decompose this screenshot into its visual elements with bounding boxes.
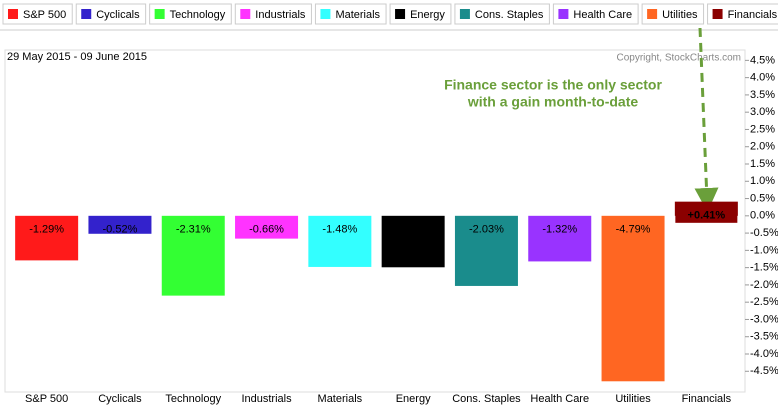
bar xyxy=(15,215,79,261)
x-tick-label: Financials xyxy=(682,393,732,405)
legend-item xyxy=(149,3,232,25)
x-tick-label: Cyclicals xyxy=(98,393,142,405)
value-label: -0.66% xyxy=(249,224,284,236)
legend-item xyxy=(707,3,778,25)
value-label: -2.31% xyxy=(176,224,211,236)
y-tick-label: 4.0% xyxy=(750,72,775,84)
annotation: with a gain month-to-date xyxy=(467,94,639,110)
legend-label: Cyclicals xyxy=(96,9,140,21)
legend-label: Health Care xyxy=(573,9,632,21)
x-tick-label: Utilities xyxy=(615,393,651,405)
y-tick-label: -4.5% xyxy=(750,365,778,377)
bar xyxy=(235,215,299,239)
annotation: Finance sector is the only sector xyxy=(444,77,662,93)
legend-swatch xyxy=(320,9,331,19)
legend-item xyxy=(234,3,312,25)
y-tick-label: -0.5% xyxy=(750,227,778,239)
legend-item xyxy=(2,3,73,25)
value-label: -1.48% xyxy=(322,224,357,236)
legend-swatch xyxy=(558,9,569,19)
value-label: +0.41% xyxy=(688,210,726,222)
y-tick-label: 0.5% xyxy=(750,192,775,204)
bar xyxy=(601,215,665,382)
legend-swatch xyxy=(81,9,92,19)
value-label: -2.03% xyxy=(469,224,504,236)
legend-label: Utilities xyxy=(662,9,698,21)
legend-label: Materials xyxy=(335,9,380,21)
bar xyxy=(381,215,445,268)
bar xyxy=(528,215,592,262)
x-tick-label: Industrials xyxy=(241,393,292,405)
legend-label: Cons. Staples xyxy=(475,9,544,21)
x-tick-label: Health Care xyxy=(530,393,589,405)
y-tick-label: 2.0% xyxy=(750,141,775,153)
y-tick-label: -3.5% xyxy=(750,331,778,343)
y-tick-label: -1.0% xyxy=(750,244,778,256)
y-tick-label: 4.5% xyxy=(750,54,775,66)
value-label: -0.52% xyxy=(103,224,138,236)
legend-item xyxy=(641,3,705,25)
value-label-box xyxy=(675,207,738,223)
y-tick-label: -4.0% xyxy=(750,348,778,360)
y-tick-label: 2.5% xyxy=(750,123,775,135)
x-tick-label: Technology xyxy=(165,393,221,405)
copyright: Copyright, StockCharts.com xyxy=(617,53,742,64)
legend-swatch xyxy=(647,9,658,19)
y-tick-label: 0.0% xyxy=(750,210,775,222)
annotation-arrow xyxy=(694,27,719,212)
legend-swatch xyxy=(8,9,18,19)
x-tick-label: Cons. Staples xyxy=(452,393,521,405)
legend-swatch xyxy=(240,9,251,19)
legend-label: Financials xyxy=(728,9,778,21)
legend-swatch xyxy=(459,9,470,19)
bar xyxy=(88,215,152,234)
legend-label: Energy xyxy=(410,9,445,21)
legend-label: S&P 500 xyxy=(23,9,66,21)
legend-swatch xyxy=(712,9,723,19)
legend-swatch xyxy=(154,9,165,19)
legend-item xyxy=(389,3,452,25)
legend-item xyxy=(75,3,147,25)
legend-label: Technology xyxy=(170,9,226,21)
y-tick-label: 1.5% xyxy=(750,158,775,170)
bar xyxy=(454,215,518,286)
y-tick-label: 3.5% xyxy=(750,89,775,101)
value-label: -1.49% xyxy=(396,224,431,236)
value-label: -4.79% xyxy=(616,224,651,236)
y-tick-label: -2.0% xyxy=(750,279,778,291)
x-tick-label: S&P 500 xyxy=(25,393,68,405)
legend-item xyxy=(454,3,550,25)
legend-label: Industrials xyxy=(255,9,306,21)
value-label: -1.29% xyxy=(29,224,64,236)
legend-item xyxy=(552,3,639,25)
x-tick-label: Energy xyxy=(396,393,431,405)
date-range: 29 May 2015 - 09 June 2015 xyxy=(7,51,147,63)
y-tick-label: -2.5% xyxy=(750,296,778,308)
x-tick-label: Materials xyxy=(318,393,363,405)
value-label: -1.32% xyxy=(542,224,577,236)
y-tick-label: -1.5% xyxy=(750,262,778,274)
bar xyxy=(161,215,225,296)
plot-frame xyxy=(4,49,746,393)
y-tick-label: 1.0% xyxy=(750,175,775,187)
legend-swatch xyxy=(395,9,406,19)
y-tick-label: 3.0% xyxy=(750,106,775,118)
legend-item xyxy=(314,3,387,25)
bar xyxy=(308,215,372,267)
y-tick-label: -3.0% xyxy=(750,313,778,325)
